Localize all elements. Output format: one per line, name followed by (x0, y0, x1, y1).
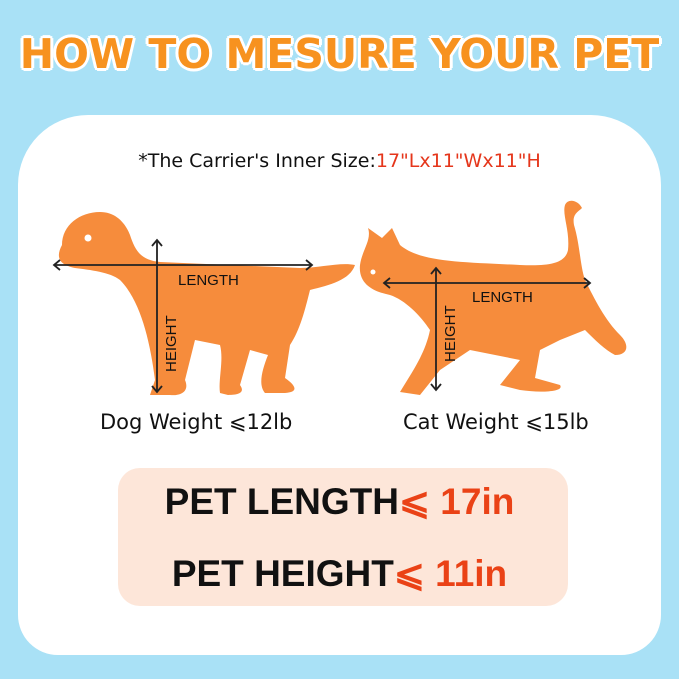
pet-height-value: 11in (435, 553, 508, 594)
dog-weight-label: Dog Weight ⩽12lb (100, 410, 293, 434)
cat-silhouette (359, 200, 627, 395)
cat-height-label: HEIGHT (442, 305, 459, 362)
pet-length-limit: PET LENGTH⩽ 17in (0, 480, 679, 523)
pet-length-value: 17in (440, 481, 515, 522)
dog-length-label: LENGTH (178, 272, 239, 289)
cat-weight-label: Cat Weight ⩽15lb (403, 410, 589, 434)
pet-height-label: PET HEIGHT (171, 553, 394, 594)
less-equal-symbol: ⩽ (393, 553, 425, 594)
dog-measure-arrows (52, 238, 314, 394)
cat-length-label: LENGTH (472, 289, 533, 306)
cat-measure-arrows (382, 266, 592, 392)
dog-silhouette (58, 212, 355, 396)
page-title: HOW TO MESURE YOUR PET (19, 30, 660, 78)
pet-length-label: PET LENGTH (164, 481, 399, 522)
dog-height-label: HEIGHT (163, 315, 180, 372)
carrier-size-value: 17"Lx11"Wx11"H (375, 150, 541, 172)
carrier-size-note: *The Carrier's Inner Size:17"Lx11"Wx11"H (0, 150, 679, 172)
carrier-size-label: *The Carrier's Inner Size: (138, 150, 376, 172)
pet-height-limit: PET HEIGHT⩽ 11in (0, 552, 679, 595)
size-limits-box (118, 468, 568, 606)
less-equal-symbol: ⩽ (399, 481, 431, 522)
